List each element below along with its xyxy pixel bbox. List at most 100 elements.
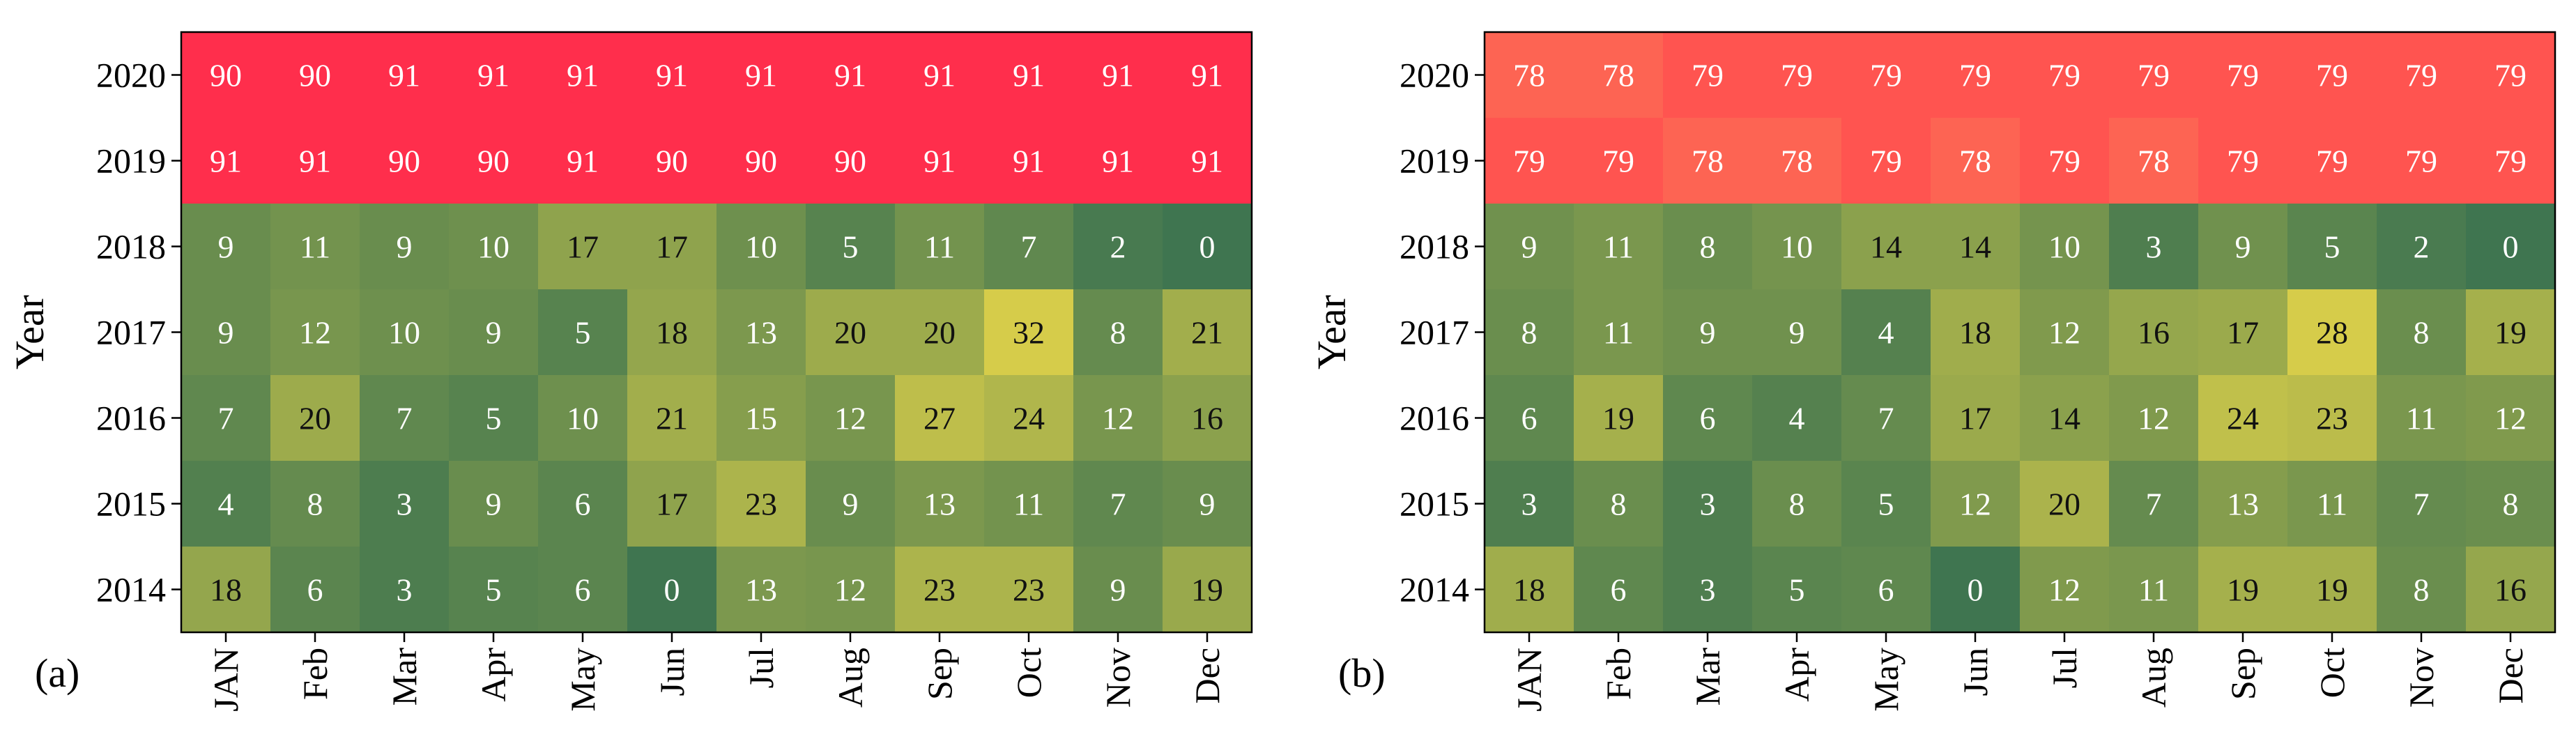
cell-value-label: 10: [1781, 229, 1813, 265]
heatmap-cell: [538, 289, 628, 376]
heatmap-cell: [181, 32, 271, 119]
cell-value-label: 4: [1878, 315, 1894, 351]
x-tick-label: Feb: [296, 648, 335, 700]
cell-value-label: 91: [1013, 144, 1045, 179]
heatmap-cell: [360, 461, 450, 547]
heatmap-cell: [449, 375, 539, 462]
cell-value-label: 12: [1102, 401, 1134, 436]
heatmap-cell: [627, 32, 717, 119]
cell-value-label: 7: [1878, 401, 1894, 436]
cell-value-label: 13: [2227, 487, 2259, 522]
heatmap-cell: [895, 204, 985, 290]
cell-value-label: 12: [299, 315, 331, 351]
y-tick-label: 2014: [1400, 570, 1469, 609]
cell-value-label: 16: [1191, 401, 1223, 436]
cell-value-label: 23: [2316, 401, 2348, 436]
x-tick-label: Mar: [1688, 648, 1727, 706]
heatmap-cell: [1663, 547, 1753, 633]
cell-value-label: 91: [923, 144, 956, 179]
cell-value-label: 13: [745, 572, 777, 608]
cell-value-label: 9: [486, 315, 502, 351]
cell-value-label: 11: [2406, 401, 2437, 436]
cell-value-label: 19: [1191, 572, 1223, 608]
heatmap-cell: [716, 204, 806, 290]
cell-value-label: 91: [1191, 144, 1223, 179]
heatmap-cell: [360, 289, 450, 376]
heatmap-cell: [1485, 289, 1574, 376]
x-tick-label: May: [1866, 648, 1906, 712]
cell-value-label: 23: [1013, 572, 1045, 608]
cell-value-label: 6: [575, 487, 591, 522]
cell-value-label: 18: [656, 315, 688, 351]
x-tick-label: Jun: [1956, 648, 1995, 696]
heatmap-cell: [806, 204, 896, 290]
heatmap-cell: [984, 204, 1074, 290]
heatmap-cell: [1841, 289, 1931, 376]
cell-value-label: 18: [210, 572, 242, 608]
cell-value-label: 2: [2414, 229, 2430, 265]
cell-value-label: 3: [1521, 487, 1538, 522]
cell-value-label: 4: [1789, 401, 1805, 436]
heatmap-cell: [806, 375, 896, 462]
cell-value-label: 90: [656, 144, 688, 179]
cell-value-label: 0: [1968, 572, 1984, 608]
cell-value-label: 7: [1110, 487, 1126, 522]
x-tick-label: Nov: [2402, 648, 2441, 708]
heatmap-cell: [1931, 289, 2021, 376]
x-tick-label: Nov: [1098, 648, 1137, 708]
cell-value-label: 11: [924, 229, 955, 265]
heatmap-cell: [360, 204, 450, 290]
heatmap-cell: [2020, 461, 2110, 547]
heatmap-cell: [181, 547, 271, 633]
x-tick-label: Sep: [920, 648, 959, 700]
heatmap-cell: [270, 204, 360, 290]
heatmap-cell: [2020, 32, 2110, 119]
heatmap-cell: [2020, 547, 2110, 633]
cell-value-label: 3: [1700, 487, 1716, 522]
heatmap-cell: [1163, 118, 1252, 204]
heatmap-cell: [1841, 204, 1931, 290]
heatmap-cell: [2198, 32, 2288, 119]
heatmap-cell: [1663, 289, 1753, 376]
heatmap-cell: [1574, 289, 1664, 376]
cell-value-label: 16: [2494, 572, 2527, 608]
cell-value-label: 5: [1789, 572, 1805, 608]
heatmap-cell: [181, 461, 271, 547]
heatmap-cell: [716, 289, 806, 376]
heatmap-cell: [1841, 118, 1931, 204]
cell-value-label: 79: [2138, 58, 2170, 93]
cell-value-label: 8: [2414, 315, 2430, 351]
x-tick-label: Jun: [652, 648, 691, 696]
cell-value-label: 90: [210, 58, 242, 93]
cell-value-label: 19: [1602, 401, 1634, 436]
cell-value-label: 5: [843, 229, 859, 265]
heatmap-cell: [1485, 547, 1574, 633]
heatmap-cell: [2466, 32, 2556, 119]
heatmap-cell: [1841, 32, 1931, 119]
cell-value-label: 7: [218, 401, 234, 436]
y-tick-label: 2019: [1400, 142, 1469, 181]
heatmap-cell: [2287, 289, 2377, 376]
heatmap-cell: [1073, 118, 1163, 204]
cell-value-label: 24: [2227, 401, 2259, 436]
cell-value-label: 78: [1959, 144, 1991, 179]
heatmap-cell: [716, 32, 806, 119]
y-tick-label: 2015: [96, 485, 166, 524]
heatmap-cell: [1574, 547, 1664, 633]
heatmap-cell: [2287, 461, 2377, 547]
heatmap-cell: [2466, 547, 2556, 633]
heatmap-cell: [2198, 461, 2288, 547]
heatmap-cell: [2109, 118, 2199, 204]
heatmap-cell: [1485, 32, 1574, 119]
panel-label: (b): [1338, 650, 1386, 696]
cell-value-label: 3: [2146, 229, 2162, 265]
cell-value-label: 10: [477, 229, 509, 265]
cell-value-label: 14: [2048, 401, 2080, 436]
heatmap-cell: [716, 547, 806, 633]
heatmap-cell: [2466, 461, 2556, 547]
heatmap-cell: [1752, 204, 1842, 290]
cell-value-label: 78: [2138, 144, 2170, 179]
cell-value-label: 17: [656, 229, 688, 265]
